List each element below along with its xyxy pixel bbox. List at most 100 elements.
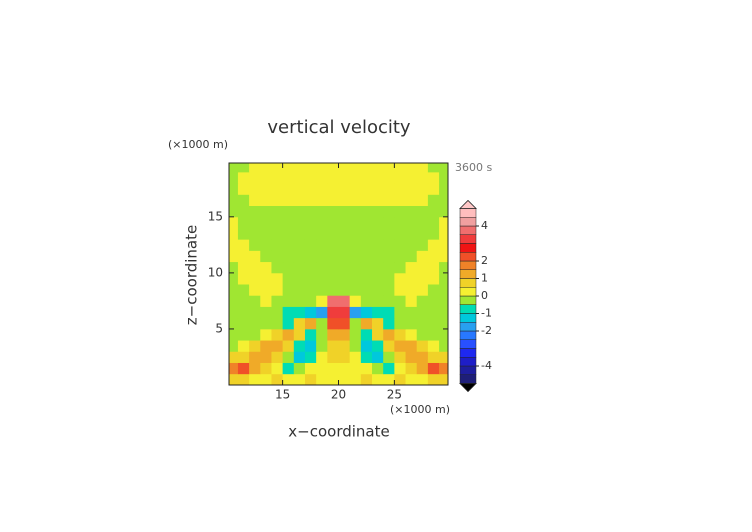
contour-cell bbox=[372, 272, 384, 285]
contour-cell bbox=[427, 261, 440, 274]
contour-cell bbox=[372, 340, 384, 352]
contour-cell bbox=[260, 228, 272, 240]
contour-cell bbox=[293, 295, 306, 307]
contour-cell bbox=[249, 228, 261, 240]
contour-cell bbox=[260, 261, 272, 274]
contour-cell bbox=[260, 295, 272, 307]
contour-cell bbox=[304, 362, 317, 375]
contour-cell bbox=[229, 250, 239, 263]
contour-cell bbox=[360, 306, 373, 319]
contour-cell bbox=[327, 183, 339, 195]
contour-cell bbox=[237, 351, 250, 363]
contour-cell bbox=[260, 306, 272, 319]
contour-cell bbox=[360, 261, 373, 274]
contour-cell bbox=[304, 163, 317, 173]
contour-cell bbox=[282, 183, 295, 195]
contour-cell bbox=[304, 351, 317, 363]
contour-cell bbox=[327, 163, 339, 173]
contour-cell bbox=[304, 306, 317, 319]
contour-cell bbox=[260, 239, 272, 251]
contour-cell bbox=[394, 239, 406, 251]
contour-cell bbox=[360, 205, 373, 218]
contour-cell bbox=[338, 351, 351, 363]
contour-cell bbox=[304, 284, 317, 296]
contour-cell bbox=[229, 171, 239, 184]
contour-cell bbox=[416, 295, 429, 307]
contour-cell bbox=[304, 261, 317, 274]
contour-cell bbox=[282, 194, 295, 207]
contour-cell bbox=[282, 284, 295, 296]
contour-cell bbox=[304, 328, 317, 341]
contour-cell bbox=[439, 205, 448, 218]
contour-cell bbox=[271, 205, 284, 218]
contour-cell bbox=[271, 216, 284, 229]
contour-cell bbox=[360, 228, 373, 240]
contour-cell bbox=[271, 306, 284, 319]
contour-cell bbox=[282, 261, 295, 274]
contour-cell bbox=[271, 340, 284, 352]
contour-cell bbox=[439, 228, 448, 240]
contour-cell bbox=[439, 183, 448, 195]
contour-cell bbox=[349, 261, 362, 274]
contour-cell bbox=[229, 205, 239, 218]
contour-cell bbox=[327, 317, 339, 330]
contour-cell bbox=[439, 272, 448, 285]
contour-cell bbox=[304, 194, 317, 207]
contour-cell bbox=[249, 272, 261, 285]
colorbar-over bbox=[459, 199, 477, 209]
contour-cell bbox=[282, 228, 295, 240]
contour-cell bbox=[427, 373, 440, 385]
contour-cell bbox=[439, 351, 448, 363]
contour-cell bbox=[293, 306, 306, 319]
colorbar-bin bbox=[459, 374, 477, 384]
contour-cell bbox=[383, 250, 395, 263]
contour-cell bbox=[293, 194, 306, 207]
contour-cell bbox=[229, 239, 239, 251]
contour-cell bbox=[394, 163, 406, 173]
contour-cell bbox=[271, 171, 284, 184]
contour-cell bbox=[237, 183, 250, 195]
contour-cell bbox=[439, 317, 448, 330]
contour-cell bbox=[316, 328, 328, 341]
contour-cell bbox=[383, 183, 395, 195]
contour-cell bbox=[349, 183, 362, 195]
contour-cell bbox=[229, 362, 239, 375]
contour-cell bbox=[304, 250, 317, 263]
contour-cell bbox=[237, 284, 250, 296]
contour-cell bbox=[394, 362, 406, 375]
contour-cell bbox=[229, 295, 239, 307]
contour-cell bbox=[372, 250, 384, 263]
contour-cell bbox=[405, 250, 418, 263]
contour-cell bbox=[416, 317, 429, 330]
contour-cell bbox=[405, 340, 418, 352]
contour-cell bbox=[282, 351, 295, 363]
contour-cell bbox=[249, 250, 261, 263]
contour-cell bbox=[372, 306, 384, 319]
contour-cell bbox=[360, 163, 373, 173]
contour-cell bbox=[293, 351, 306, 363]
colorbar-bin bbox=[459, 357, 477, 367]
contour-cell bbox=[416, 183, 429, 195]
contour-cell bbox=[327, 171, 339, 184]
contour-cell bbox=[282, 239, 295, 251]
contour-cell bbox=[237, 205, 250, 218]
contour-cell bbox=[416, 261, 429, 274]
contour-cell bbox=[237, 228, 250, 240]
contour-cell bbox=[237, 171, 250, 184]
contour-cell bbox=[383, 239, 395, 251]
colorbar-bin bbox=[459, 234, 477, 244]
contour-cell bbox=[304, 272, 317, 285]
contour-cell bbox=[249, 194, 261, 207]
contour-cell bbox=[416, 306, 429, 319]
contour-cell bbox=[338, 194, 351, 207]
contour-cell bbox=[327, 239, 339, 251]
contour-cell bbox=[383, 228, 395, 240]
contour-cell bbox=[338, 272, 351, 285]
contour-cell bbox=[349, 306, 362, 319]
contour-cell bbox=[338, 328, 351, 341]
contour-cell bbox=[427, 306, 440, 319]
contour-cell bbox=[372, 284, 384, 296]
contour-cell bbox=[293, 373, 306, 385]
contour-cell bbox=[383, 306, 395, 319]
